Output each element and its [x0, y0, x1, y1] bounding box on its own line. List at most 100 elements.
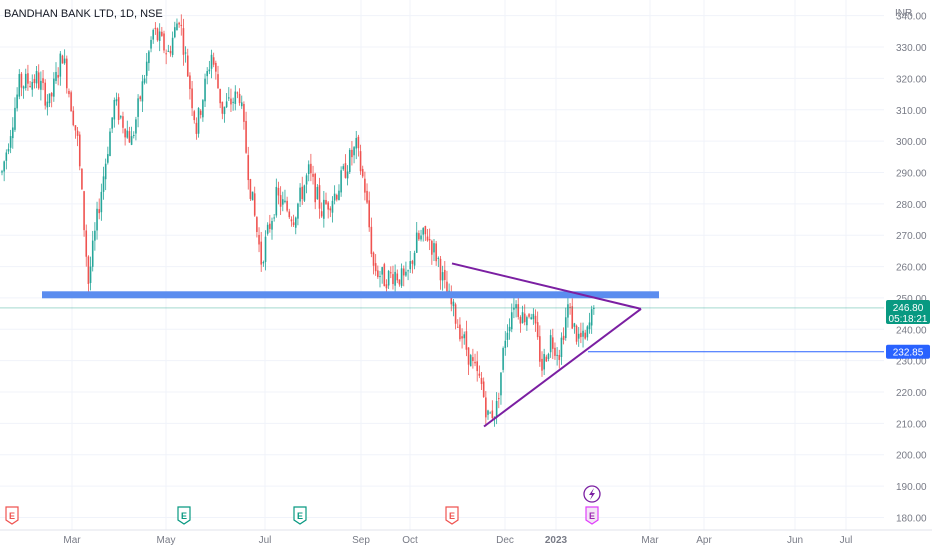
candle-body	[292, 222, 295, 226]
candle-body	[575, 325, 578, 342]
candle-body	[163, 33, 165, 51]
earnings-marker[interactable]: E	[445, 506, 459, 525]
candle-body	[366, 190, 368, 203]
candle-body	[195, 122, 198, 134]
candle-body	[385, 284, 388, 289]
y-tick-label: 250.00	[896, 294, 927, 305]
candle-body	[96, 208, 98, 231]
earnings-marker-shape	[445, 506, 459, 525]
candle-body	[50, 92, 53, 97]
x-tick-label: Oct	[402, 535, 418, 546]
candle-body	[402, 268, 405, 276]
candle-body	[178, 22, 180, 25]
candle-body	[437, 257, 440, 259]
candle-body	[156, 28, 159, 41]
price-axis[interactable]: 340.00 330.00 320.00 310.00 300.00 290.00 280.…	[886, 12, 930, 525]
candle-body	[37, 72, 40, 89]
candle-body	[171, 37, 174, 55]
candle-body	[564, 317, 567, 339]
candle-body	[407, 270, 409, 272]
candle-body	[545, 356, 548, 362]
candle-body	[541, 358, 543, 371]
candle-body	[150, 39, 152, 49]
candle-body	[344, 163, 347, 178]
candle-body	[474, 361, 476, 364]
candle-body	[83, 191, 85, 231]
time-axis[interactable]: Mar May Jul Sep Oct Dec 2023 Mar Apr Jun Jul	[63, 535, 852, 546]
candle-body	[510, 312, 513, 330]
earnings-marker[interactable]: E	[293, 506, 307, 525]
earnings-marker[interactable]: E	[5, 506, 19, 525]
earnings-marker[interactable]: E	[177, 506, 191, 525]
x-tick-label: Mar	[641, 535, 659, 546]
candle-body	[191, 88, 193, 109]
candle-body	[569, 306, 571, 308]
candle-body	[184, 52, 187, 54]
candle-body	[307, 164, 310, 175]
candle-body	[260, 241, 262, 265]
candle-body	[379, 276, 381, 278]
candle-body	[327, 202, 329, 210]
candle-body	[299, 187, 301, 202]
candle-body	[517, 304, 520, 317]
candle-body	[264, 236, 267, 262]
candle-body	[269, 223, 271, 229]
x-tick-label: May	[157, 535, 176, 546]
candle-body	[422, 228, 424, 235]
candle-body	[12, 127, 14, 139]
candle-body	[316, 186, 319, 200]
candle-body	[374, 263, 377, 272]
y-tick-label: 180.00	[896, 513, 927, 524]
candle-body	[120, 116, 122, 118]
y-tick-label: 260.00	[896, 263, 927, 274]
candle-body	[405, 271, 407, 276]
candle-body	[439, 258, 442, 281]
candle-body	[593, 307, 595, 309]
candle-body	[348, 149, 351, 172]
support-zone	[42, 291, 659, 299]
candle-body	[562, 335, 565, 340]
candle-body	[87, 256, 90, 284]
candle-body	[240, 102, 243, 107]
candle-body	[100, 191, 103, 213]
candle-body	[40, 80, 42, 90]
candle-body	[428, 239, 431, 241]
candle-body	[372, 252, 375, 266]
candle-body	[251, 191, 254, 201]
candle-body	[74, 125, 77, 131]
candle-body	[89, 266, 92, 283]
candle-body	[68, 90, 70, 95]
candle-body	[219, 88, 221, 104]
y-tick-label: 200.00	[896, 451, 927, 462]
candle-body	[303, 185, 306, 201]
lightning-icon[interactable]	[583, 485, 601, 503]
candle-body	[279, 195, 282, 207]
candle-body	[59, 53, 62, 77]
y-tick-label: 190.00	[896, 482, 927, 493]
candle-body	[530, 317, 532, 320]
candle-body	[452, 301, 455, 307]
candle-body	[346, 171, 349, 179]
candle-body	[463, 334, 466, 339]
candle-body	[193, 111, 196, 121]
candle-body	[20, 73, 23, 88]
earnings-marker-label: E	[589, 511, 595, 521]
earnings-marker-shape	[5, 506, 19, 525]
candle-body	[223, 106, 226, 115]
candle-body	[180, 24, 183, 27]
x-tick-label: Mar	[63, 535, 81, 546]
candle-body	[81, 168, 83, 190]
y-tick-label: 220.00	[896, 388, 927, 399]
earnings-marker-label: E	[181, 511, 187, 521]
candle-body	[29, 85, 31, 87]
earnings-marker-label: E	[297, 511, 303, 521]
candle-body	[262, 261, 265, 264]
y-tick-label: 210.00	[896, 419, 927, 430]
candle-body	[498, 398, 500, 400]
candle-body	[132, 134, 135, 136]
candle-body	[521, 312, 524, 323]
earnings-marker[interactable]: E	[585, 506, 599, 525]
candle-body	[104, 163, 107, 180]
